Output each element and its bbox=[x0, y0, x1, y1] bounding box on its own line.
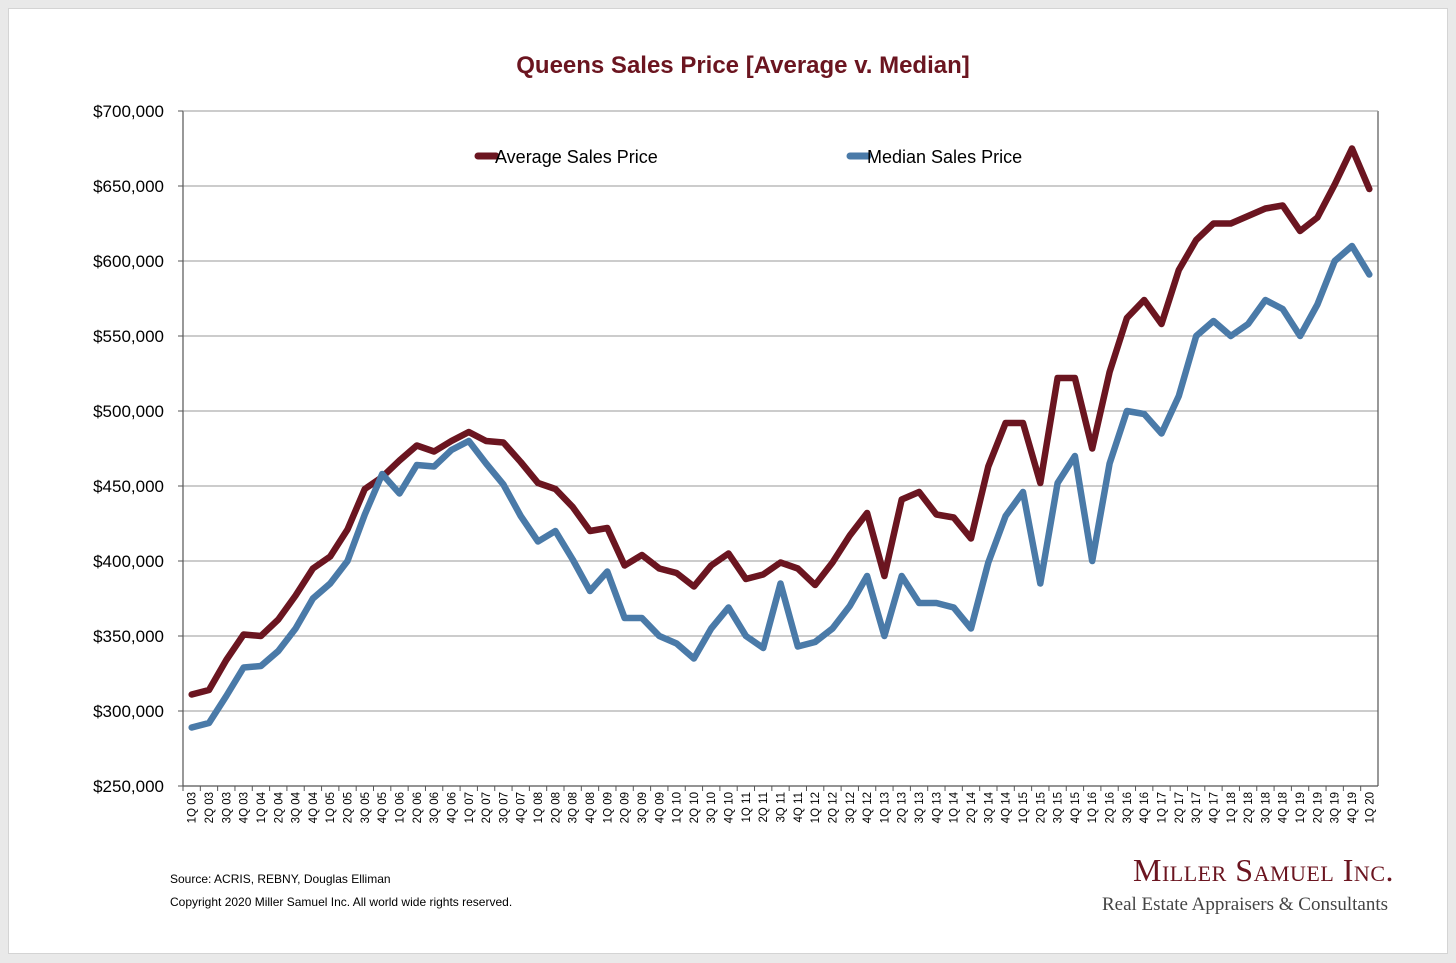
x-tick-label: 1Q 11 bbox=[741, 792, 753, 822]
x-tick-label: 3Q 16 bbox=[1122, 792, 1134, 823]
x-tick-label: 3Q 19 bbox=[1330, 792, 1342, 823]
y-tick-label: $700,000 bbox=[93, 102, 164, 121]
x-tick-label: 1Q 08 bbox=[533, 792, 545, 823]
x-tick-label: 2Q 05 bbox=[343, 792, 355, 823]
x-tick-label: 1Q 04 bbox=[256, 791, 268, 823]
x-tick-label: 3Q 17 bbox=[1191, 792, 1203, 823]
x-tick-label: 2Q 09 bbox=[620, 792, 632, 823]
x-tick-label: 2Q 19 bbox=[1312, 792, 1324, 823]
x-tick-label: 3Q 09 bbox=[637, 792, 649, 823]
x-axis-ticks: 1Q 03 2Q 03 3Q 03 4Q 03 1Q 04 2Q 04 3Q 04 4Q 04… bbox=[182, 786, 1376, 823]
x-tick-label: 4Q 05 bbox=[377, 792, 389, 823]
legend-item-median[interactable]: Median Sales Price bbox=[846, 147, 1022, 167]
x-tick-label: 4Q 16 bbox=[1139, 792, 1151, 823]
x-tick-label: 4Q 08 bbox=[585, 792, 597, 823]
series-line-average bbox=[188, 145, 1373, 698]
chart-frame bbox=[8, 8, 1448, 954]
chart-title: Queens Sales Price [Average v. Median] bbox=[516, 52, 970, 79]
x-tick-label: 4Q 17 bbox=[1208, 792, 1220, 823]
x-tick-label: 4Q 13 bbox=[931, 792, 943, 823]
x-tick-label: 1Q 15 bbox=[1018, 792, 1030, 823]
x-tick-label: 4Q 15 bbox=[1070, 792, 1082, 823]
x-tick-label: 2Q 03 bbox=[204, 792, 216, 823]
x-tick-label: 4Q 18 bbox=[1278, 792, 1290, 823]
x-tick-label: 1Q 18 bbox=[1226, 792, 1238, 823]
x-tick-label: 3Q 15 bbox=[1053, 792, 1065, 823]
x-tick-label: 1Q 16 bbox=[1087, 792, 1099, 823]
legend-label-average: Average Sales Price bbox=[495, 147, 658, 167]
y-tick-label: $350,000 bbox=[93, 627, 164, 646]
x-tick-label: 4Q 03 bbox=[239, 792, 251, 823]
y-axis-ticks: $250,000 $300,000 $350,000 $400,000 $450,000… bbox=[93, 102, 183, 796]
x-tick-label: 2Q 18 bbox=[1243, 792, 1255, 823]
x-tick-label: 4Q 04 bbox=[308, 791, 320, 823]
x-tick-label: 2Q 13 bbox=[897, 792, 909, 823]
x-tick-label: 1Q 06 bbox=[394, 792, 406, 823]
y-tick-label: $400,000 bbox=[93, 552, 164, 571]
x-tick-label: 2Q 04 bbox=[273, 791, 285, 823]
y-tick-label: $500,000 bbox=[93, 402, 164, 421]
x-tick-label: 1Q 09 bbox=[602, 792, 614, 823]
x-tick-label: 4Q 06 bbox=[446, 792, 458, 823]
x-tick-label: 1Q 14 bbox=[949, 791, 961, 823]
x-tick-label: 1Q 05 bbox=[325, 792, 337, 823]
x-tick-label: 4Q 11 bbox=[793, 792, 805, 822]
x-tick-label: 1Q 12 bbox=[810, 792, 822, 823]
series-line-median bbox=[188, 242, 1373, 731]
x-tick-label: 2Q 12 bbox=[827, 792, 839, 823]
logo-company-name: Miller Samuel Inc. bbox=[1133, 852, 1394, 888]
x-tick-label: 2Q 14 bbox=[966, 791, 978, 823]
x-tick-label: 4Q 12 bbox=[862, 792, 874, 823]
y-tick-label: $650,000 bbox=[93, 177, 164, 196]
x-tick-label: 2Q 15 bbox=[1035, 792, 1047, 823]
x-tick-label: 3Q 06 bbox=[429, 792, 441, 823]
x-tick-label: 3Q 04 bbox=[291, 791, 303, 823]
x-tick-label: 1Q 20 bbox=[1364, 792, 1376, 823]
x-tick-label: 1Q 17 bbox=[1157, 792, 1169, 823]
x-tick-label: 1Q 10 bbox=[672, 792, 684, 823]
copyright-note: Copyright 2020 Miller Samuel Inc. All wo… bbox=[170, 895, 513, 909]
logo-tagline: Real Estate Appraisers & Consultants bbox=[1101, 894, 1388, 915]
series-lines bbox=[188, 145, 1373, 731]
x-tick-label: 3Q 10 bbox=[706, 792, 718, 823]
x-tick-label: 3Q 13 bbox=[914, 792, 926, 823]
y-tick-label: $600,000 bbox=[93, 252, 164, 271]
x-tick-label: 3Q 12 bbox=[845, 792, 857, 823]
x-tick-label: 3Q 18 bbox=[1260, 792, 1272, 823]
x-tick-label: 4Q 10 bbox=[724, 792, 736, 823]
x-tick-label: 1Q 07 bbox=[464, 792, 476, 823]
x-tick-label: 2Q 08 bbox=[550, 792, 562, 823]
x-tick-label: 1Q 13 bbox=[879, 792, 891, 823]
x-tick-label: 2Q 11 bbox=[758, 792, 770, 822]
x-tick-label: 3Q 07 bbox=[498, 792, 510, 823]
x-tick-label: 4Q 14 bbox=[1001, 791, 1013, 823]
x-tick-label: 3Q 08 bbox=[568, 792, 580, 823]
x-tick-label: 2Q 17 bbox=[1174, 792, 1186, 823]
x-tick-label: 2Q 06 bbox=[412, 792, 424, 823]
x-tick-label: 2Q 10 bbox=[689, 792, 701, 823]
legend: Average Sales Price Median Sales Price bbox=[474, 147, 1022, 167]
x-tick-label: 1Q 19 bbox=[1295, 792, 1307, 823]
x-tick-label: 3Q 14 bbox=[983, 791, 995, 823]
legend-label-median: Median Sales Price bbox=[867, 147, 1022, 167]
x-tick-label: 4Q 07 bbox=[516, 792, 528, 823]
source-note: Source: ACRIS, REBNY, Douglas Elliman bbox=[170, 872, 391, 886]
x-tick-label: 3Q 03 bbox=[221, 792, 233, 823]
x-tick-label: 4Q 09 bbox=[654, 792, 666, 823]
x-tick-label: 4Q 19 bbox=[1347, 792, 1359, 823]
x-tick-label: 1Q 03 bbox=[187, 792, 199, 823]
y-tick-label: $300,000 bbox=[93, 702, 164, 721]
x-tick-label: 2Q 16 bbox=[1105, 792, 1117, 823]
grid-lines bbox=[182, 110, 1379, 787]
y-tick-label: $250,000 bbox=[93, 777, 164, 796]
x-tick-label: 2Q 07 bbox=[481, 792, 493, 823]
legend-item-average[interactable]: Average Sales Price bbox=[474, 147, 658, 167]
x-tick-label: 3Q 11 bbox=[776, 792, 788, 822]
y-tick-label: $550,000 bbox=[93, 327, 164, 346]
y-tick-label: $450,000 bbox=[93, 477, 164, 496]
x-tick-label: 3Q 05 bbox=[360, 792, 372, 823]
